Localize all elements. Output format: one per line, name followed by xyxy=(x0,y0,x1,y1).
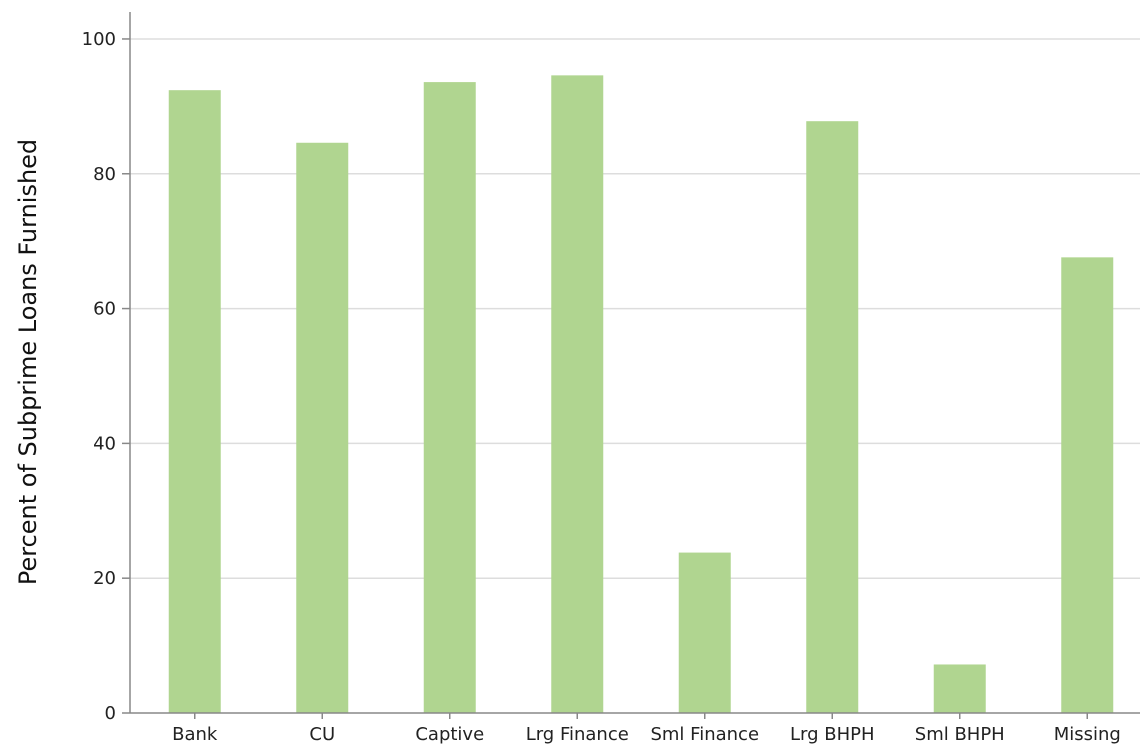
x-tick-label: Sml BHPH xyxy=(915,724,1005,744)
y-tick-label: 100 xyxy=(82,29,116,50)
bar-lrg-finance xyxy=(551,75,604,713)
bar-sml-finance xyxy=(678,552,731,713)
bar-bank xyxy=(168,90,221,713)
x-tick-label: Captive xyxy=(415,724,484,744)
bar-cu xyxy=(296,142,349,714)
x-tick-label: CU xyxy=(309,724,335,744)
y-ticks: 0 20 40 60 80 100 xyxy=(82,29,130,724)
y-tick-label: 40 xyxy=(93,433,116,454)
y-tick-label: 60 xyxy=(93,299,116,320)
bar-missing xyxy=(1061,257,1114,713)
y-tick-label: 20 xyxy=(93,568,116,589)
axes xyxy=(129,12,1140,714)
y-tick-label: 80 xyxy=(93,164,116,185)
y-tick-label: 0 xyxy=(105,703,116,724)
x-ticks: Bank CU Captive Lrg Finance Sml Finance Lrg B… xyxy=(172,713,1121,744)
y-axis-label: Percent of Subprime Loans Furnished xyxy=(14,139,42,585)
bar-lrg-bhph xyxy=(806,121,859,714)
x-tick-label: Lrg BHPH xyxy=(790,724,875,744)
x-tick-label: Lrg Finance xyxy=(526,724,629,744)
x-tick-label: Bank xyxy=(172,724,218,744)
x-tick-label: Missing xyxy=(1054,724,1121,744)
bars xyxy=(168,75,1114,714)
bar-sml-bhph xyxy=(933,664,986,713)
gridlines xyxy=(130,38,1140,579)
x-tick-label: Sml Finance xyxy=(650,724,759,744)
bar-captive xyxy=(423,82,476,714)
